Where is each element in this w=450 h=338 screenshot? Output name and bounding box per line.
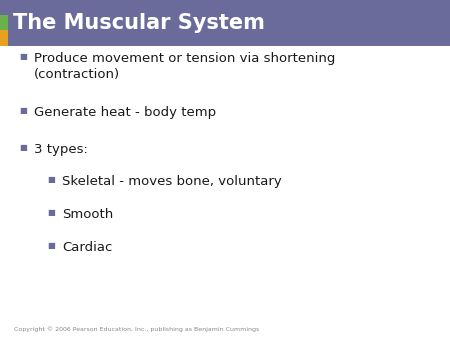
Text: ■: ■ bbox=[47, 208, 55, 217]
Text: Smooth: Smooth bbox=[62, 208, 113, 221]
Text: 3 types:: 3 types: bbox=[34, 143, 88, 155]
Text: Cardiac: Cardiac bbox=[62, 241, 112, 254]
Text: ■: ■ bbox=[47, 175, 55, 185]
FancyBboxPatch shape bbox=[0, 30, 8, 46]
Text: Copyright © 2006 Pearson Education, Inc., publishing as Benjamin Cummings: Copyright © 2006 Pearson Education, Inc.… bbox=[14, 326, 259, 332]
Text: ■: ■ bbox=[19, 52, 27, 62]
FancyBboxPatch shape bbox=[0, 0, 8, 15]
Text: Produce movement or tension via shortening
(contraction): Produce movement or tension via shorteni… bbox=[34, 52, 335, 81]
Text: ■: ■ bbox=[19, 106, 27, 116]
Text: ■: ■ bbox=[19, 143, 27, 152]
FancyBboxPatch shape bbox=[0, 0, 450, 46]
Text: ■: ■ bbox=[47, 241, 55, 250]
FancyBboxPatch shape bbox=[0, 15, 8, 30]
Text: Skeletal - moves bone, voluntary: Skeletal - moves bone, voluntary bbox=[62, 175, 282, 188]
Text: Generate heat - body temp: Generate heat - body temp bbox=[34, 106, 216, 119]
Text: The Muscular System: The Muscular System bbox=[13, 13, 265, 33]
